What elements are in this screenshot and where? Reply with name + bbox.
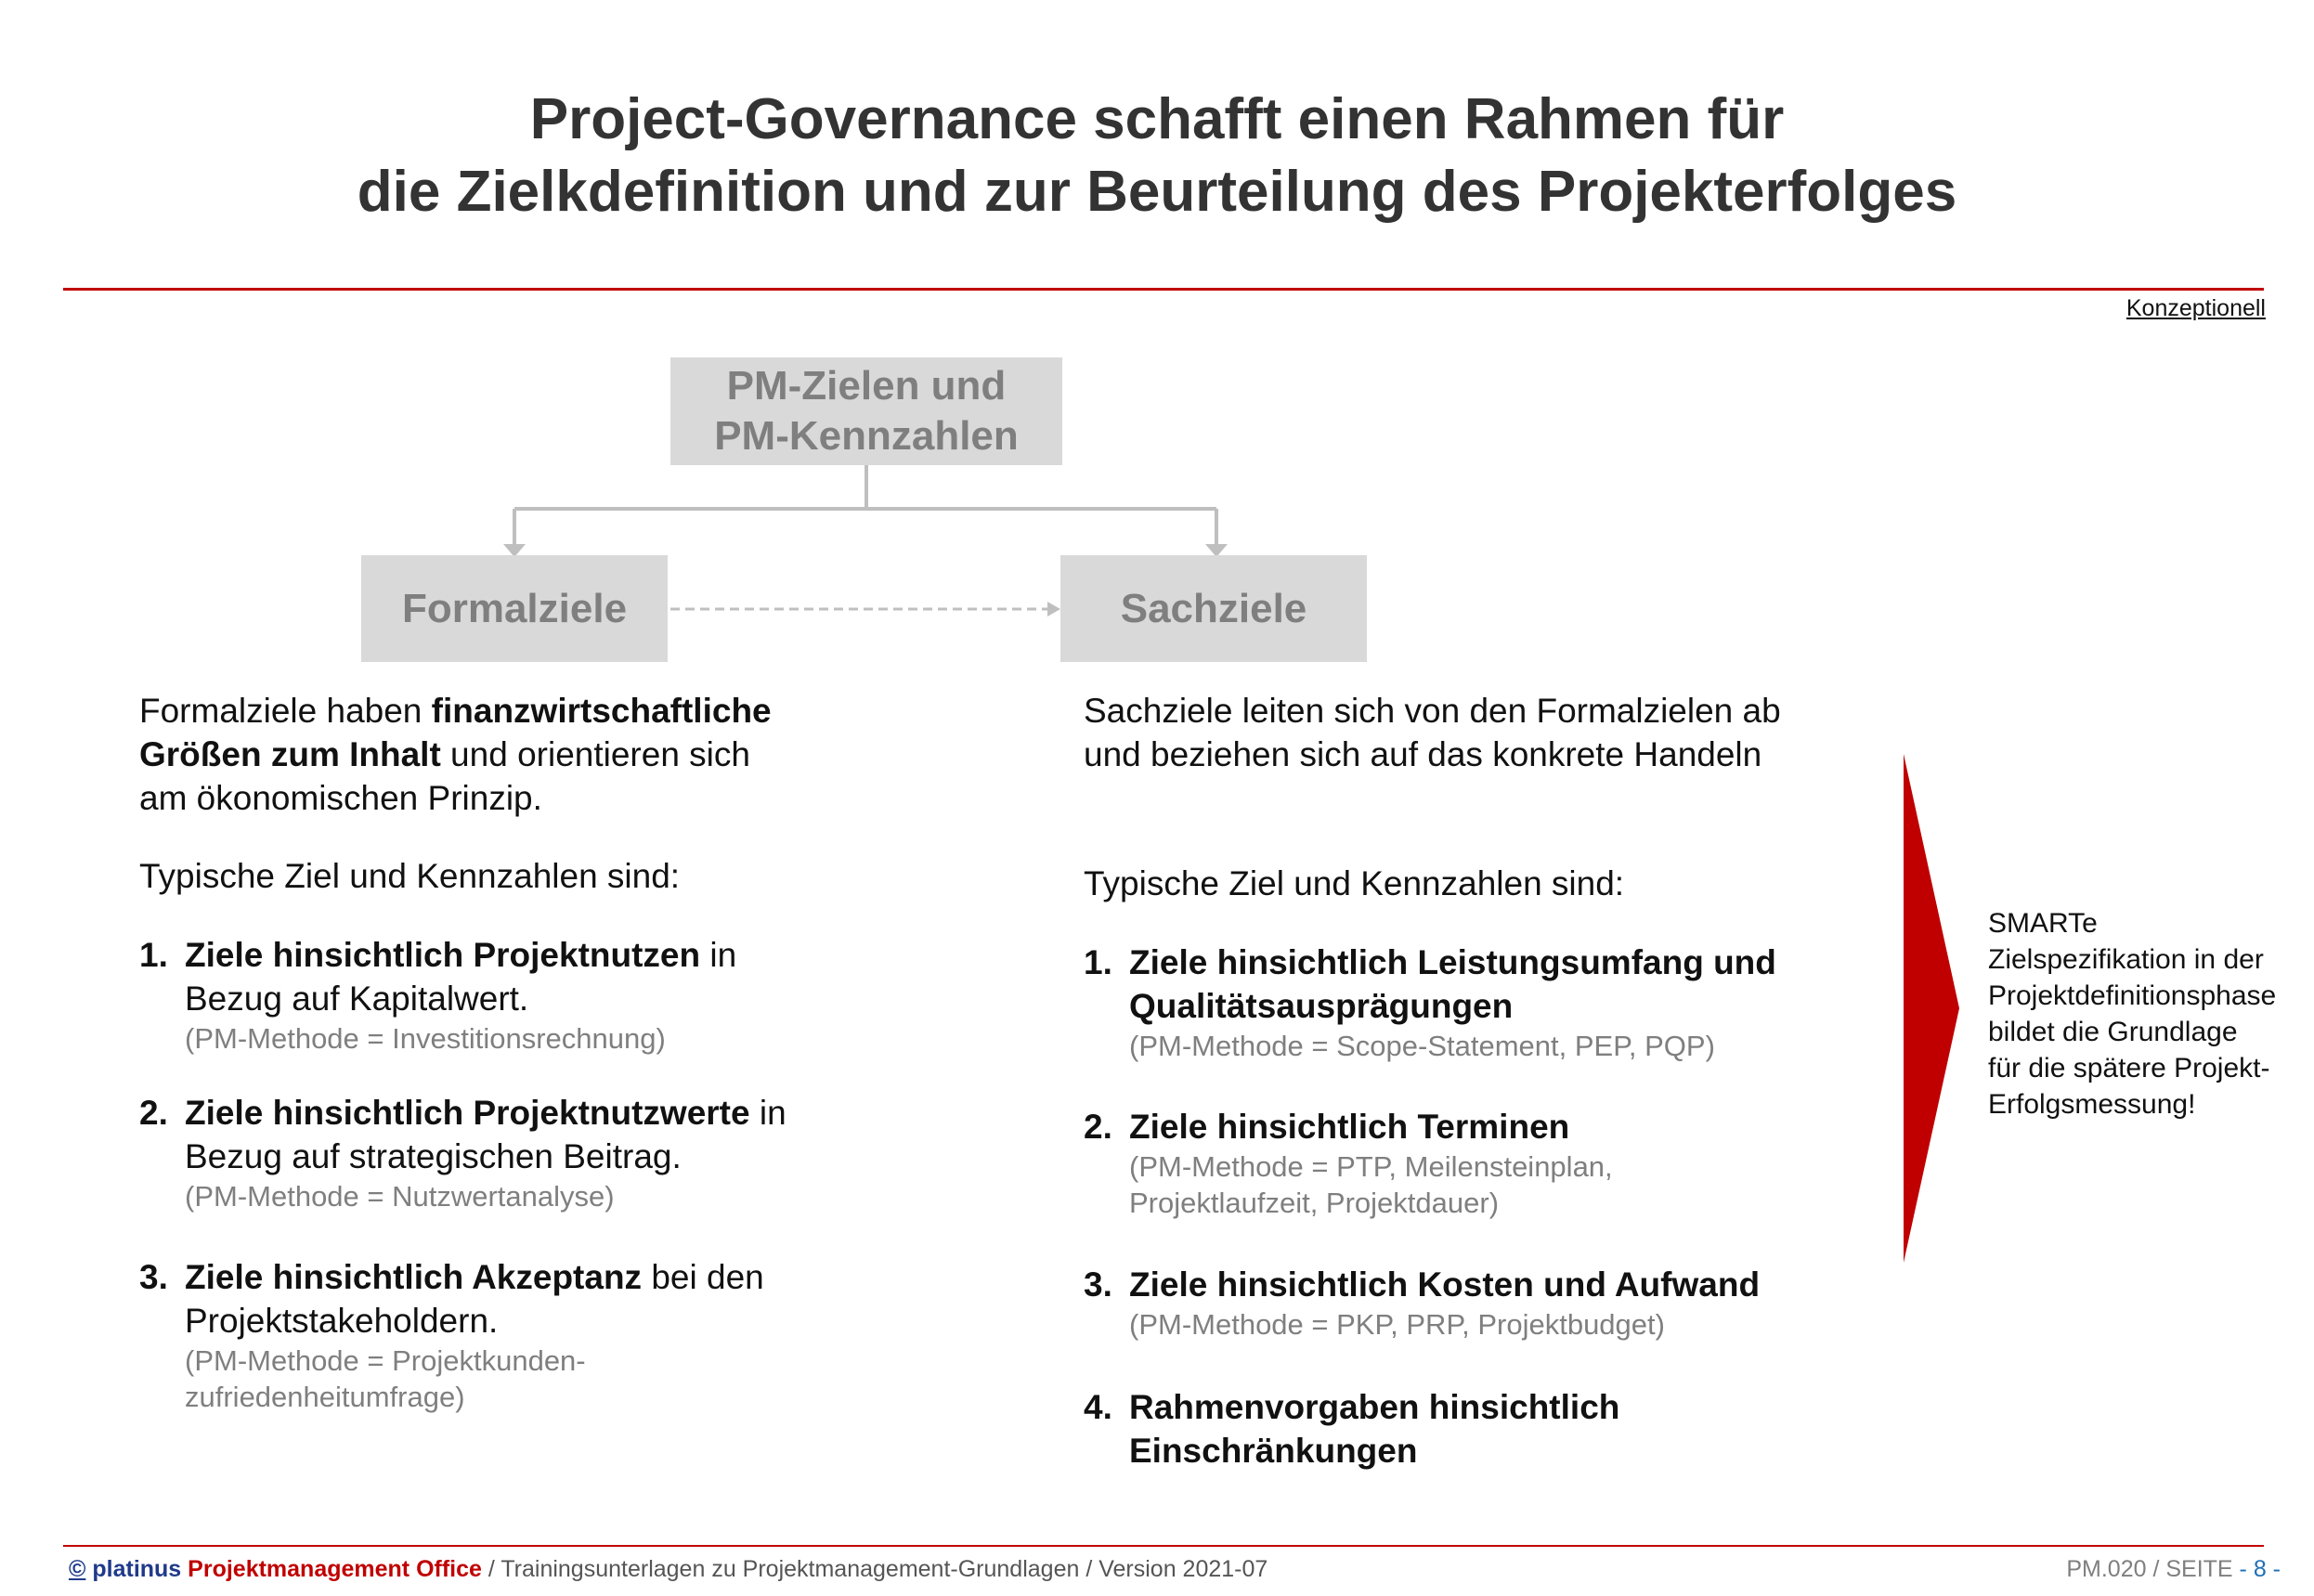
right-item-4-line-1: Rahmenvorgaben hinsichtlich	[1129, 1388, 1620, 1426]
smart-note-line-6: Erfolgsmessung!	[1988, 1089, 2196, 1120]
right-item-2-method-1: (PM-Methode = PTP, Meilensteinplan,	[1129, 1150, 1613, 1183]
left-intro-post: und orientieren sich	[440, 735, 750, 773]
page-title: Project-Governance schafft einen Rahmen …	[0, 84, 2314, 228]
left-item-3-method-2: zufriedenheitumfrage)	[185, 1381, 465, 1413]
header-divider	[63, 288, 2264, 291]
left-item-3-number: 3.	[139, 1258, 168, 1296]
left-item-1-line-2: Bezug auf Kapitalwert.	[185, 980, 529, 1018]
right-item-4-line-2: Einschränkungen	[1129, 1432, 1418, 1470]
diagram-connectors	[503, 465, 1228, 616]
left-intro: Formalziele haben finanzwirtschaftliche …	[139, 689, 882, 820]
right-item-2-line-1: Ziele hinsichtlich Terminen	[1129, 1108, 1570, 1146]
left-item-3-method-1: (PM-Methode = Projektkunden-	[185, 1344, 586, 1377]
smart-note-line-4: bildet die Grundlage	[1988, 1017, 2238, 1047]
right-item-2-number: 2.	[1084, 1108, 1112, 1146]
page-number: PM.020 / SEITE - 8 -	[2066, 1556, 2281, 1583]
left-item-2-bold: Ziele hinsichtlich Projektnutzwerte	[185, 1094, 750, 1132]
pm-goals-line-1: PM-Zielen und	[726, 363, 1007, 409]
dashed-arrowhead	[1047, 602, 1060, 616]
left-intro-line-3: am ökonomischen Prinzip.	[139, 779, 542, 817]
red-chevron-arrow	[1904, 754, 1959, 1263]
arrowhead-right	[1205, 544, 1228, 557]
left-typical: Typische Ziel und Kennzahlen sind:	[139, 857, 681, 895]
right-item-2-method-2: Projektlaufzeit, Projektdauer)	[1129, 1187, 1500, 1219]
right-item-1-line-1: Ziele hinsichtlich Leistungsumfang und	[1129, 943, 1776, 981]
right-item-3-number: 3.	[1084, 1265, 1112, 1304]
left-item-1-method: (PM-Methode = Investitionsrechnung)	[185, 1022, 666, 1055]
arrowhead-left	[503, 544, 526, 557]
right-intro-line-1: Sachziele leiten sich von den Formalziel…	[1084, 692, 1781, 730]
right-intro-line-2: und beziehen sich auf das konkrete Hande…	[1084, 735, 1762, 773]
footer-pmo: Projektmanagement Office	[188, 1556, 482, 1582]
smart-note-line-2: Zielspezifikation in der	[1988, 944, 2264, 975]
footer-brand: platinus	[92, 1556, 182, 1582]
smart-note-line-3: Projektdefinitionsphase	[1988, 980, 2277, 1011]
footer-rest: / Trainingsunterlagen zu Projektmanageme…	[481, 1556, 1268, 1582]
right-typical: Typische Ziel und Kennzahlen sind:	[1084, 864, 1625, 902]
left-item-1-number: 1.	[139, 936, 168, 974]
right-item-4-number: 4.	[1084, 1388, 1112, 1426]
left-item-3-rest: bei den	[642, 1258, 764, 1296]
left-intro-pre: Formalziele haben	[139, 692, 432, 730]
concept-tag: Konzeptionell	[2126, 295, 2266, 321]
footer-divider	[63, 1545, 2264, 1547]
smart-note: SMARTe Zielspezifikation in der Projektd…	[1988, 905, 2276, 1122]
title-line-1: Project-Governance schafft einen Rahmen …	[529, 87, 1785, 151]
sachziele-box: Sachziele	[1060, 555, 1367, 662]
copyright-symbol: ©	[69, 1556, 86, 1582]
left-item-3-bold: Ziele hinsichtlich Akzeptanz	[185, 1258, 643, 1296]
page-label: PM.020 / SEITE	[2066, 1556, 2233, 1582]
right-item-1-number: 1.	[1084, 943, 1112, 981]
footer-text: © platinus Projektmanagement Office / Tr…	[69, 1556, 1268, 1583]
left-intro-bold-2: Größen zum Inhalt	[139, 735, 441, 773]
left-item-2-line-2: Bezug auf strategischen Beitrag.	[185, 1137, 682, 1175]
left-intro-bold-1: finanzwirtschaftliche	[431, 692, 772, 730]
left-item-1-bold: Ziele hinsichtlich Projektnutzen	[185, 936, 701, 974]
left-item-1-rest: in	[700, 936, 737, 974]
left-item-2-method: (PM-Methode = Nutzwertanalyse)	[185, 1180, 615, 1213]
left-item-3-line-2: Projektstakeholdern.	[185, 1302, 499, 1340]
pm-goals-line-2: PM-Kennzahlen	[714, 413, 1019, 459]
formalziele-box: Formalziele	[361, 555, 668, 662]
title-line-2: die Zielkdefinition und zur Beurteilung …	[357, 160, 1957, 224]
right-item-3-line-1: Ziele hinsichtlich Kosten und Aufwand	[1129, 1265, 1761, 1304]
pm-goals-box: PM-Zielen und PM-Kennzahlen	[670, 357, 1062, 465]
smart-note-line-1: SMARTe	[1988, 908, 2098, 939]
right-intro: Sachziele leiten sich von den Formalziel…	[1084, 689, 1873, 776]
page-number-value: - 8 -	[2239, 1556, 2281, 1582]
smart-note-line-5: für die spätere Projekt-	[1988, 1053, 2270, 1083]
right-item-1-method: (PM-Methode = Scope-Statement, PEP, PQP)	[1129, 1030, 1715, 1062]
left-item-2-rest: in	[749, 1094, 786, 1132]
right-item-1-line-2: Qualitätsausprägungen	[1129, 987, 1514, 1025]
left-item-2-number: 2.	[139, 1094, 168, 1132]
right-item-3-method: (PM-Methode = PKP, PRP, Projektbudget)	[1129, 1308, 1665, 1341]
